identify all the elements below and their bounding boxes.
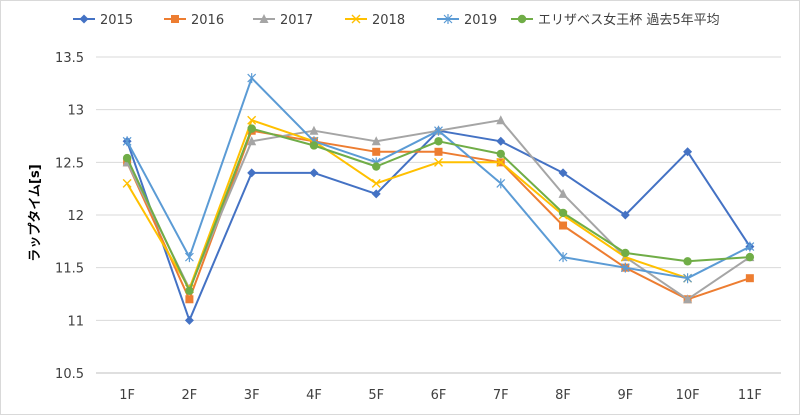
legend-item: 2015 — [73, 13, 133, 28]
data-point — [247, 136, 257, 146]
data-point — [309, 168, 319, 178]
legend-marker — [443, 14, 453, 24]
legend-label: 2016 — [191, 13, 224, 28]
x-tick-label: 5F — [368, 388, 384, 403]
data-point — [558, 208, 568, 218]
x-tick-label: 4F — [306, 388, 322, 403]
data-point — [247, 115, 257, 125]
data-point — [745, 241, 755, 252]
series-group — [122, 73, 755, 325]
data-point — [620, 262, 630, 273]
data-point — [496, 136, 506, 146]
data-point — [558, 168, 568, 178]
legend-label: 2015 — [100, 13, 133, 28]
y-tick-label: 12.5 — [55, 156, 84, 171]
data-point — [496, 157, 506, 167]
x-tick-label: 10F — [676, 388, 700, 403]
x-tick-label: 6F — [431, 388, 447, 403]
data-point — [247, 73, 257, 84]
legend-label: 2017 — [280, 13, 313, 28]
data-point — [745, 274, 754, 283]
legend-item: エリザベス女王杯 過去5年平均 — [511, 12, 720, 28]
data-point — [371, 136, 381, 146]
y-tick-label: 12 — [67, 209, 84, 224]
legend-label: 2019 — [464, 13, 497, 28]
legend: 2015 2016 2017 2018 2019 エリザベス女王杯 過去5年平均 — [73, 12, 720, 28]
data-point — [372, 162, 381, 171]
data-point — [371, 178, 381, 188]
legend-label: エリザベス女王杯 過去5年平均 — [538, 12, 720, 28]
y-tick-label: 11 — [67, 314, 84, 329]
data-point — [745, 252, 755, 262]
data-point — [372, 147, 381, 156]
data-point — [184, 315, 194, 325]
legend-label: 2018 — [372, 13, 405, 28]
x-tick-label: 7F — [493, 388, 509, 403]
series-line — [126, 119, 688, 290]
data-point — [309, 141, 319, 150]
legend-marker — [79, 14, 89, 24]
series-5 — [122, 124, 755, 296]
x-tick-label: 8F — [555, 388, 571, 403]
legend-marker — [517, 14, 527, 24]
data-point — [683, 273, 693, 284]
data-point — [621, 248, 630, 258]
data-point — [683, 257, 692, 266]
grid-lines — [96, 56, 781, 374]
y-tick-label: 11.5 — [55, 262, 84, 277]
data-point — [122, 178, 132, 188]
legend-item: 2019 — [437, 13, 497, 28]
data-point — [683, 147, 693, 157]
data-point — [309, 125, 319, 135]
data-point — [558, 252, 568, 263]
data-point — [434, 137, 443, 146]
y-tick-label: 13 — [67, 104, 84, 119]
legend-marker — [259, 14, 269, 23]
legend-item: 2018 — [345, 13, 405, 28]
x-tick-label: 3F — [244, 388, 260, 403]
y-tick-label: 10.5 — [55, 367, 84, 382]
x-tick-label: 2F — [182, 388, 198, 403]
data-point — [496, 149, 505, 159]
legend-item: 2017 — [253, 13, 313, 28]
data-point — [620, 210, 630, 220]
data-point — [496, 115, 506, 125]
data-point — [371, 189, 381, 199]
data-point — [184, 252, 194, 263]
legend-marker — [351, 14, 361, 24]
x-tick-label: 11F — [738, 388, 762, 403]
data-point — [496, 178, 506, 189]
legend-item: 2016 — [164, 13, 224, 28]
data-point — [185, 295, 194, 304]
x-tick-label: 9F — [617, 388, 633, 403]
y-axis-ticks: 10.5 11 11.5 12 12.5 13 13.5 — [55, 51, 84, 382]
data-point — [683, 294, 693, 304]
data-point — [434, 157, 443, 167]
y-axis-label: ラップタイム[s] — [28, 164, 43, 261]
x-axis-ticks: 1F 2F 3F 4F 5F 6F 7F 8F 9F 10F 11F — [119, 388, 762, 403]
data-point — [185, 286, 194, 296]
data-point — [122, 136, 132, 147]
data-point — [434, 147, 443, 156]
data-point — [558, 188, 568, 198]
y-tick-label: 13.5 — [55, 51, 84, 66]
data-point — [247, 168, 257, 178]
data-point — [122, 153, 132, 163]
series-line — [126, 129, 751, 322]
data-point — [247, 124, 256, 133]
data-point — [434, 125, 443, 136]
legend-marker — [171, 15, 179, 23]
x-tick-label: 1F — [119, 388, 135, 403]
data-point — [559, 221, 568, 230]
